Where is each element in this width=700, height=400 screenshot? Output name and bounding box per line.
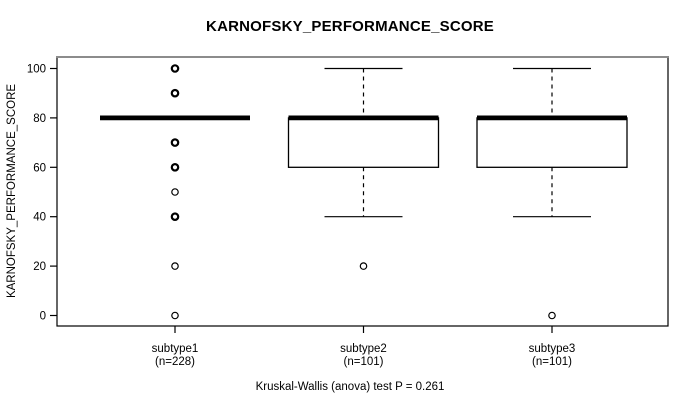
y-tick-label: 60	[33, 162, 46, 174]
outlier-point	[170, 64, 180, 73]
x-group-label: subtype2	[340, 343, 387, 355]
x-group-n-label: (n=101)	[344, 356, 384, 368]
outlier-point	[171, 262, 179, 270]
outlier-point	[170, 138, 180, 147]
y-tick-label: 40	[33, 212, 46, 224]
x-group-label: subtype1	[152, 343, 199, 355]
outlier-point	[359, 262, 368, 270]
outlier-point	[170, 163, 180, 172]
y-tick-label: 80	[33, 113, 46, 125]
x-group-label: subtype3	[529, 343, 576, 355]
iqr-box	[476, 117, 628, 168]
y-tick-label: 20	[33, 261, 46, 273]
iqr-box	[287, 117, 440, 168]
y-tick-label: 0	[40, 311, 46, 323]
x-group-n-label: (n=228)	[155, 356, 195, 368]
chart-title: KARNOFSKY_PERFORMANCE_SCORE	[206, 18, 494, 35]
stats-caption: Kruskal-Wallis (anova) test P = 0.261	[255, 381, 445, 393]
outlier-point	[171, 188, 179, 196]
outlier-point	[170, 88, 180, 98]
outlier-point	[171, 311, 179, 320]
x-group-n-label: (n=101)	[532, 356, 572, 368]
outlier-point	[548, 311, 556, 320]
outlier-point	[170, 212, 180, 222]
y-tick-label: 100	[27, 64, 46, 76]
plot-frame	[56, 56, 669, 327]
